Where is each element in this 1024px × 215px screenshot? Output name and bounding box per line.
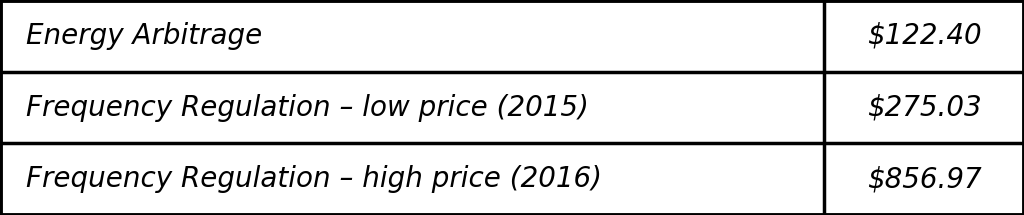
Text: $856.97: $856.97 <box>867 165 981 193</box>
Text: Frequency Regulation – high price (2016): Frequency Regulation – high price (2016) <box>26 165 602 193</box>
Text: $122.40: $122.40 <box>867 22 981 50</box>
Text: $275.03: $275.03 <box>867 94 981 121</box>
Text: Frequency Regulation – low price (2015): Frequency Regulation – low price (2015) <box>26 94 589 121</box>
Text: Energy Arbitrage: Energy Arbitrage <box>26 22 262 50</box>
